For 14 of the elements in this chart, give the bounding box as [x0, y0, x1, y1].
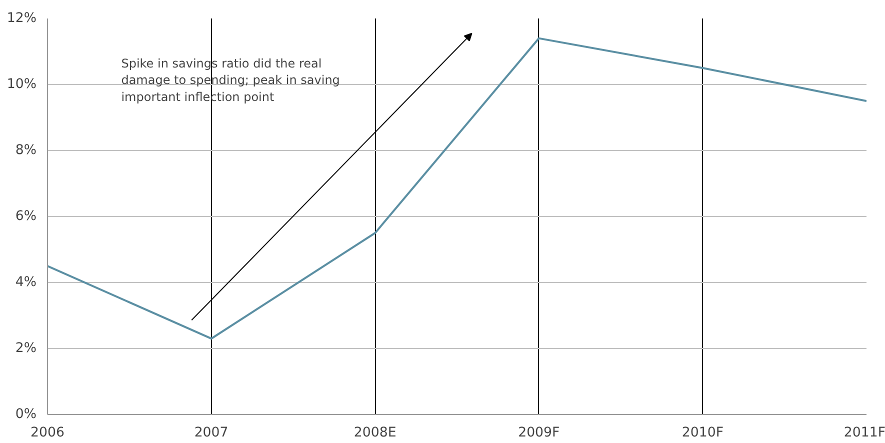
- y-tick-label: 2%: [15, 341, 37, 356]
- y-tick-label: 10%: [6, 77, 36, 92]
- x-tick-label: 2008E: [354, 426, 396, 440]
- x-tick-label: 2006: [30, 426, 64, 440]
- x-tick-label: 2010F: [682, 426, 724, 440]
- line-series: [48, 37, 866, 340]
- y-tick-label: 6%: [15, 209, 37, 224]
- x-tick-label: 2009F: [518, 426, 560, 440]
- y-tick-label: 12%: [6, 11, 36, 26]
- y-tick-label: 4%: [15, 275, 37, 290]
- x-tick-label: 2007: [194, 426, 228, 440]
- y-tick-label: 8%: [15, 143, 37, 158]
- x-tick-label: 2011F: [844, 426, 885, 440]
- y-tick-label: 0%: [15, 407, 37, 422]
